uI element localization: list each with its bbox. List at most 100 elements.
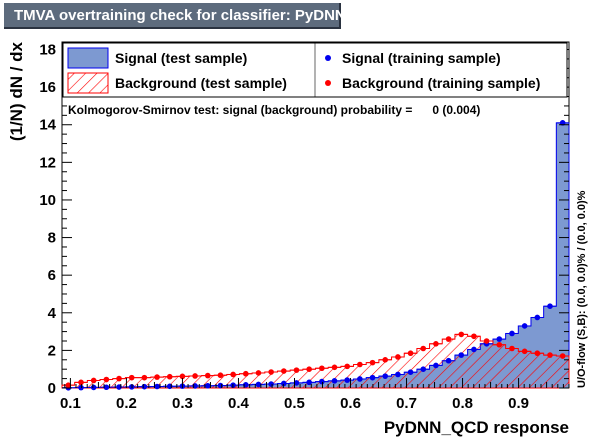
signal-training-point	[420, 366, 427, 372]
background-training-point	[496, 341, 503, 348]
signal-training-point	[445, 357, 452, 364]
legend-swatch-signal-test	[67, 47, 109, 69]
background-training-point	[166, 373, 173, 380]
y-tick-label: 0	[48, 380, 56, 397]
background-training-point	[420, 345, 427, 352]
background-training-point	[382, 356, 389, 363]
legend-swatch-background-test	[67, 72, 109, 94]
overflow-label: U/O-flow (S,B): (0.0, 0.0)% / (0.0, 0.0)…	[576, 190, 588, 388]
background-training-point	[559, 353, 566, 359]
legend-label-background-training: Background (training sample)	[342, 75, 540, 91]
legend-marker-background-training	[325, 80, 331, 86]
x-tick-label: 0.7	[396, 395, 417, 412]
x-tick-label: 0.1	[60, 395, 81, 412]
background-training-point	[483, 338, 490, 344]
background-training-markers	[62, 331, 569, 388]
signal-training-point	[509, 330, 515, 337]
background-training-point	[306, 366, 312, 372]
signal-training-point	[255, 381, 262, 388]
y-tick-label: 2	[48, 342, 56, 359]
signal-training-point	[331, 378, 338, 384]
background-training-point	[319, 365, 325, 372]
background-training-point	[268, 369, 274, 375]
signal-training-point	[433, 362, 439, 369]
background-training-point	[255, 370, 262, 376]
signal-training-point	[78, 384, 84, 391]
background-training-point	[547, 352, 553, 358]
signal-training-point	[103, 384, 110, 391]
signal-training-point	[192, 383, 198, 389]
signal-training-point	[547, 303, 553, 310]
x-tick-label: 0.2	[116, 395, 137, 412]
background-training-point	[281, 368, 287, 374]
background-training-point	[521, 348, 528, 355]
x-tick-label: 0.5	[284, 395, 305, 412]
legend-label-signal-test: Signal (test sample)	[115, 50, 247, 66]
background-training-point	[179, 373, 186, 380]
signal-training-markers	[62, 120, 569, 391]
signal-training-point	[382, 373, 389, 379]
y-tick-label: 14	[39, 117, 56, 134]
signal-training-point	[281, 380, 287, 387]
y-axis-title: (1/N) dN / dx	[7, 41, 26, 141]
x-tick-label: 0.9	[508, 395, 529, 412]
signal-training-point	[534, 314, 541, 321]
y-tick-label: 6	[48, 267, 56, 284]
background-training-point	[78, 379, 84, 386]
background-training-point	[204, 372, 211, 379]
background-training-point	[357, 361, 363, 368]
legend: Signal (test sample) Signal (training sa…	[62, 42, 568, 98]
background-training-point	[293, 367, 300, 373]
background-training-point	[90, 377, 97, 384]
background-training-point	[471, 333, 477, 340]
x-tick-label: 0.3	[172, 395, 193, 412]
signal-training-point	[496, 336, 503, 342]
x-tick-label: 0.4	[228, 395, 250, 412]
background-training-point	[65, 382, 72, 388]
background-training-point	[534, 350, 541, 357]
background-training-point	[217, 372, 224, 379]
signal-training-point	[319, 378, 325, 385]
signal-training-point	[395, 371, 401, 378]
signal-training-point	[217, 382, 224, 389]
background-training-point	[116, 375, 122, 382]
signal-training-point	[268, 381, 274, 387]
signal-training-point	[407, 369, 414, 376]
legend-label-background-test: Background (test sample)	[115, 75, 287, 91]
background-training-point	[103, 376, 110, 383]
signal-training-point	[154, 383, 160, 390]
background-training-point	[128, 374, 135, 381]
signal-training-point	[357, 376, 363, 382]
x-axis-title: PyDNN_QCD response	[384, 418, 569, 437]
background-training-point	[230, 371, 236, 378]
background-training-point	[395, 354, 401, 360]
signal-training-point	[141, 383, 148, 390]
signal-training-point	[458, 352, 465, 358]
y-tick-label: 18	[39, 42, 56, 59]
legend-label-signal-training: Signal (training sample)	[342, 50, 501, 66]
signal-training-point	[204, 382, 211, 389]
background-training-point	[458, 331, 465, 338]
background-training-point	[344, 363, 350, 370]
y-tick-label: 10	[39, 192, 56, 209]
y-tick-label: 8	[48, 230, 56, 247]
y-tick-label: 4	[48, 305, 57, 322]
signal-training-point	[344, 377, 350, 383]
background-training-point	[331, 364, 338, 371]
background-training-point	[445, 336, 452, 342]
signal-training-point	[306, 379, 312, 386]
ks-test-annotation: Kolmogorov-Smirnov test: signal (backgro…	[68, 103, 480, 117]
background-training-point	[242, 370, 249, 377]
background-training-point	[509, 345, 515, 352]
chart-title: TMVA overtraining check for classifier: …	[4, 3, 387, 29]
background-training-point	[192, 373, 198, 379]
legend-marker-signal-training	[325, 55, 331, 61]
background-training-point	[141, 374, 148, 381]
signal-training-point	[293, 380, 300, 386]
signal-training-point	[521, 323, 528, 329]
x-tick-label: 0.8	[452, 395, 473, 412]
background-training-point	[369, 359, 376, 366]
background-training-point	[433, 341, 439, 347]
